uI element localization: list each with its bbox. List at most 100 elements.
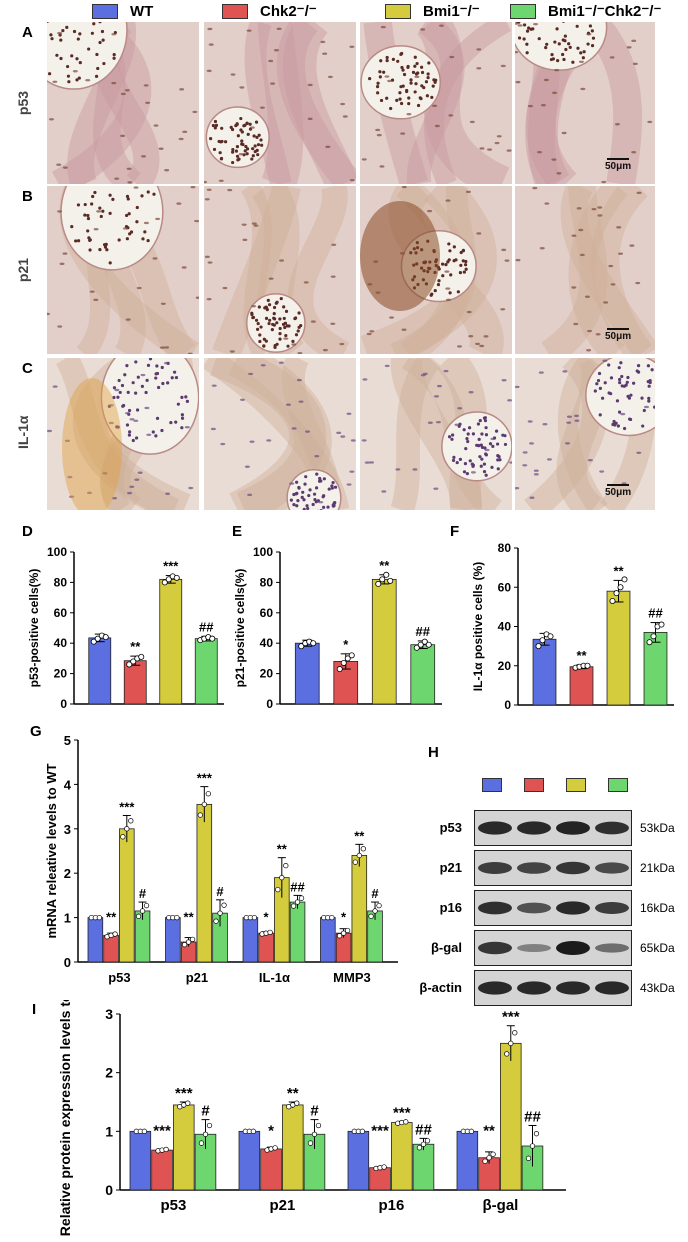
legend-item-wt: WT [92,0,153,22]
cell-dot [545,43,548,46]
osteocyte [466,191,471,193]
cell-dot [255,121,258,124]
micrograph-image [47,358,199,510]
cell-dot [235,150,238,153]
significance-label: ** [354,828,365,843]
scale-bar: 50μm [605,158,631,172]
cell-dot [109,194,112,197]
data-point [295,900,300,905]
osteocyte [611,283,616,285]
panel-letter: C [22,360,33,377]
significance-label: *** [163,559,179,574]
cell-dot [417,104,420,107]
data-point [218,911,223,916]
bar [348,1131,369,1190]
osteocyte [349,46,354,48]
cell-dot [386,56,389,59]
cell-dot [83,213,86,216]
osteocyte [330,323,335,325]
osteocyte [279,259,284,261]
cell-dot [259,325,262,328]
cell-dot [249,123,252,126]
significance-label: ** [184,910,195,925]
data-point [341,660,346,665]
marrow-cavity [361,46,440,119]
y-tick-label: 3 [64,822,71,837]
panel-letter: D [22,523,33,540]
y-tick-label: 80 [54,575,68,589]
x-tick-label: p53 [108,970,130,985]
cell-dot [414,56,417,59]
cell-dot [447,242,450,245]
cell-dot [305,504,308,507]
osteocyte [155,218,160,220]
osteocyte [362,439,367,441]
osteocyte [449,56,454,58]
osteocyte [192,111,197,113]
cell-dot [154,434,157,437]
cell-dot [127,391,130,394]
cell-dot [648,385,651,388]
data-point [103,635,108,640]
cell-dot [254,144,257,147]
osteocyte [133,420,138,422]
cell-dot [597,379,600,382]
x-tick-label: p21 [186,970,208,985]
bar [124,661,146,704]
cell-dot [130,230,133,233]
cell-dot [304,475,307,478]
legend-item-chk2: Chk2⁻/⁻ [222,0,317,22]
data-point [273,1146,278,1151]
osteocyte [144,222,149,224]
cell-dot [161,382,164,385]
data-point [284,863,289,868]
data-point [357,853,362,858]
cell-dot [479,419,482,422]
micrograph-image [360,186,512,354]
data-point [512,1030,517,1035]
osteocyte [248,373,253,375]
data-point [142,1129,147,1134]
cell-dot [137,376,140,379]
cell-dot [125,214,128,217]
y-tick-label: 2 [64,866,71,881]
data-point [469,1129,474,1134]
cell-dot [98,41,101,44]
bar [282,1105,303,1190]
significance-label: *** [197,771,213,786]
osteocyte [573,323,578,325]
row-label: p21 [15,255,31,285]
osteocyte [602,360,607,362]
cell-dot [601,397,604,400]
osteocyte [476,67,481,69]
micrograph-image [360,358,512,510]
legend-swatch [510,4,536,19]
osteocyte [283,337,288,339]
cell-dot [583,50,586,53]
osteocyte [63,166,68,168]
cell-dot [121,384,124,387]
blot-band [556,981,590,994]
cell-dot [275,302,278,305]
y-tick-label: 4 [64,777,72,792]
cell-dot [212,124,215,127]
cell-dot [595,382,598,385]
cell-dot [326,506,329,509]
cell-dot [413,65,416,68]
legend-item-bmi1: Bmi1⁻/⁻ [385,0,480,22]
cell-dot [255,136,258,139]
y-tick-label: 100 [47,545,67,559]
cell-dot [90,202,93,205]
cell-dot [283,326,286,329]
lane-swatch [482,778,502,792]
osteocyte [476,232,481,234]
osteocyte [379,165,384,167]
osteocyte [347,483,352,485]
cell-dot [181,413,184,416]
cell-dot [441,262,444,265]
cell-dot [651,368,654,371]
cell-dot [452,456,455,459]
osteocyte [308,84,313,86]
data-point [349,653,354,658]
osteocyte [144,407,149,409]
